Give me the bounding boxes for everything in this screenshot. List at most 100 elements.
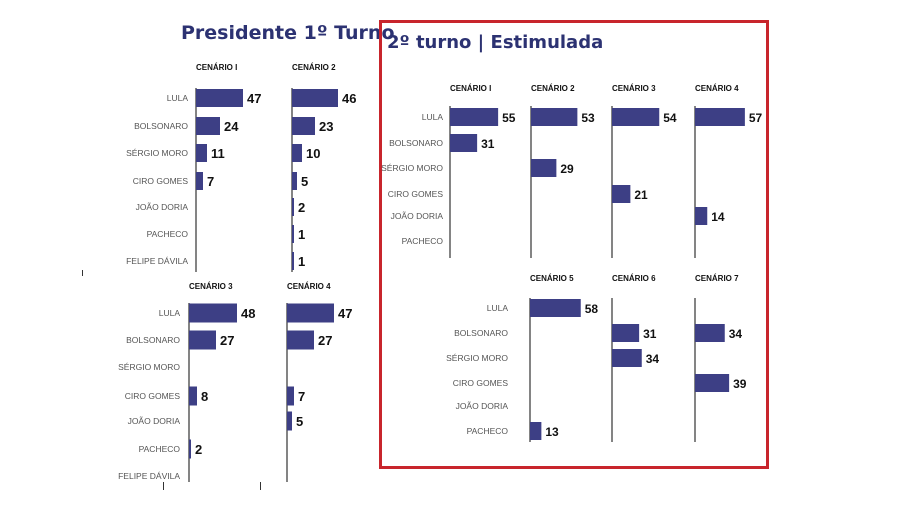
data-label: 53 — [581, 111, 595, 125]
data-label: 11 — [211, 146, 225, 161]
category-label: JOÃO DORIA — [456, 401, 509, 411]
category-label: PACHECO — [402, 236, 444, 246]
bar — [531, 108, 578, 126]
bar — [196, 172, 203, 190]
bar — [287, 386, 294, 406]
data-label: 46 — [342, 91, 356, 106]
bar — [287, 303, 334, 323]
data-label: 31 — [643, 327, 657, 341]
scenario-header: CENÁRIO 2 — [531, 84, 575, 93]
category-label: CIRO GOMES — [125, 391, 181, 401]
bar — [530, 299, 581, 317]
bar — [189, 303, 237, 323]
category-label: PACHECO — [147, 229, 189, 239]
category-label: JOÃO DORIA — [128, 416, 181, 426]
data-label: 39 — [733, 377, 747, 391]
category-label: LULA — [159, 308, 181, 318]
category-label: PACHECO — [467, 426, 509, 436]
category-label: BOLSONARO — [126, 335, 180, 345]
scenario-header: CENÁRIO 4 — [695, 84, 739, 93]
bar — [695, 324, 725, 342]
bar — [292, 198, 294, 216]
data-label: 5 — [296, 414, 303, 429]
bar — [196, 89, 243, 107]
data-label: 7 — [207, 174, 214, 189]
category-label: SÉRGIO MORO — [126, 148, 188, 158]
bar — [612, 185, 631, 203]
scenario-header: CENÁRIO 4 — [287, 282, 331, 291]
data-label: 47 — [338, 306, 352, 321]
left-panel-title: Presidente 1º Turno — [181, 22, 395, 44]
data-label: 55 — [502, 111, 516, 125]
data-label: 54 — [663, 111, 677, 125]
category-label: JOÃO DORIA — [136, 202, 189, 212]
data-label: 27 — [220, 333, 234, 348]
stray-tick — [82, 270, 83, 276]
bar — [189, 386, 197, 406]
data-label: 58 — [585, 302, 599, 316]
bar — [612, 108, 660, 126]
data-label: 1 — [298, 254, 305, 269]
stray-tick — [260, 482, 261, 490]
bar — [287, 330, 314, 350]
category-label: BOLSONARO — [454, 328, 508, 338]
bar — [287, 411, 292, 431]
category-label: FELIPE DÁVILA — [126, 256, 188, 266]
data-label: 10 — [306, 146, 320, 161]
category-label: CIRO GOMES — [388, 189, 444, 199]
bar — [292, 225, 294, 243]
scenario-header: CENÁRIO I — [196, 63, 237, 72]
bar — [292, 144, 302, 162]
category-label: BOLSONARO — [389, 138, 443, 148]
bar — [695, 207, 708, 225]
category-label: JOÃO DORIA — [391, 211, 444, 221]
data-label: 7 — [298, 389, 305, 404]
data-label: 21 — [634, 188, 648, 202]
data-label: 57 — [749, 111, 763, 125]
bar — [612, 349, 642, 367]
category-label: SÉRGIO MORO — [381, 163, 443, 173]
bar — [196, 117, 220, 135]
bar — [292, 117, 315, 135]
category-label: PACHECO — [139, 444, 181, 454]
category-label: FELIPE DÁVILA — [118, 471, 180, 481]
stray-tick — [163, 482, 164, 490]
scenario-header: CENÁRIO 3 — [189, 282, 233, 291]
data-label: 31 — [481, 137, 495, 151]
data-label: 47 — [247, 91, 261, 106]
scenario-header: CENÁRIO 7 — [695, 274, 739, 283]
data-label: 24 — [224, 119, 239, 134]
bar — [292, 89, 338, 107]
category-label: BOLSONARO — [134, 121, 188, 131]
bar — [450, 134, 478, 152]
bar — [292, 172, 297, 190]
data-label: 27 — [318, 333, 332, 348]
bar — [695, 374, 730, 392]
data-label: 5 — [301, 174, 308, 189]
scenario-header: CENÁRIO 5 — [530, 274, 574, 283]
data-label: 29 — [560, 162, 574, 176]
scenario-header: CENÁRIO I — [450, 84, 491, 93]
bar — [189, 330, 216, 350]
right-panel-title: 2º turno | Estimulada — [387, 32, 604, 53]
bar — [196, 144, 207, 162]
category-label: SÉRGIO MORO — [118, 362, 180, 372]
data-label: 2 — [298, 200, 305, 215]
scenario-header: CENÁRIO 2 — [292, 63, 336, 72]
bar — [189, 439, 191, 459]
scenario-header: CENÁRIO 3 — [612, 84, 656, 93]
category-label: CIRO GOMES — [133, 176, 189, 186]
bar — [612, 324, 640, 342]
category-label: LULA — [167, 93, 189, 103]
data-label: 1 — [298, 227, 305, 242]
data-label: 34 — [646, 352, 660, 366]
bar — [292, 252, 294, 270]
data-label: 48 — [241, 306, 255, 321]
category-label: LULA — [487, 303, 509, 313]
data-label: 23 — [319, 119, 333, 134]
data-label: 8 — [201, 389, 208, 404]
data-label: 34 — [729, 327, 743, 341]
second-round-frame — [379, 20, 769, 469]
bar — [531, 159, 557, 177]
